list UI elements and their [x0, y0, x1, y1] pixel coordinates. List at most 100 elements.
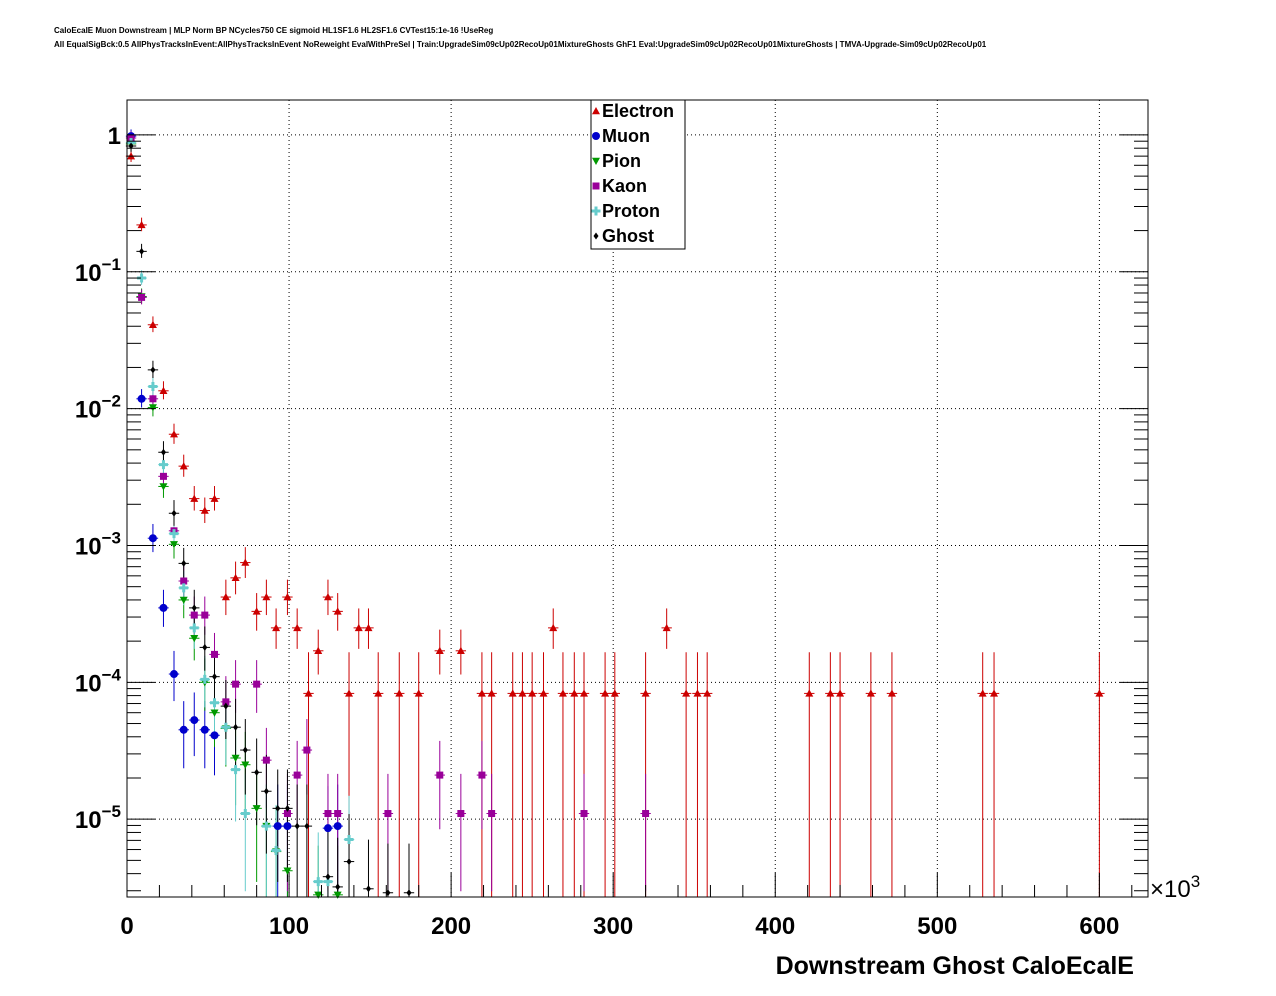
y-tick-label: 1 [108, 123, 121, 150]
electron-point [477, 689, 486, 697]
kaon-point [222, 698, 230, 706]
kaon-point [642, 810, 650, 818]
muon-point [273, 822, 282, 831]
ghost-point [346, 858, 352, 866]
legend-label-electron: Electron [602, 101, 674, 121]
kaon-point [159, 472, 167, 480]
electron-point [539, 689, 548, 697]
y-tick-label: 10−4 [75, 665, 122, 697]
electron-point [805, 689, 814, 697]
chart-title-line-2: All EqualSigBck:0.5 AllPhysTracksInEvent… [54, 40, 987, 49]
ghost-point [139, 247, 145, 255]
electron-point [200, 506, 209, 514]
electron-point [662, 623, 671, 632]
proton-point [200, 674, 210, 684]
kaon-point [283, 810, 291, 818]
ghost-point [365, 885, 371, 893]
electron-point [866, 689, 875, 697]
electron-point [364, 623, 373, 632]
legend-box [590, 99, 686, 250]
electron-point [345, 689, 354, 697]
pion-point [241, 761, 250, 769]
proton-point [231, 765, 241, 775]
ghost-point [284, 804, 290, 812]
ghost-point [275, 804, 281, 812]
kaon-point [138, 293, 146, 301]
electron-point [252, 607, 261, 615]
x-tick-label: 400 [755, 913, 795, 940]
ghost-point [202, 643, 208, 651]
legend-marker-pion [592, 157, 600, 165]
kaon-point [293, 771, 301, 779]
electron-point [601, 689, 610, 697]
pion-point [231, 754, 240, 762]
electron-point [148, 320, 157, 328]
kaon-point [211, 650, 219, 658]
chart-title-line-1: CaloEcalE Muon Downstream | MLP Norm BP … [54, 26, 494, 35]
x-tick-label: 200 [431, 913, 471, 940]
proton-point [210, 698, 220, 708]
proton-point [179, 583, 189, 593]
y-tick-label: 10−5 [75, 802, 121, 834]
electron-point [283, 593, 292, 601]
x-tick-label: 600 [1079, 913, 1119, 940]
ghost-point [325, 873, 331, 881]
electron-point [570, 689, 579, 697]
proton-point [169, 529, 179, 539]
kaon-point [488, 810, 496, 818]
ghost-point [181, 559, 187, 567]
electron-point [528, 689, 537, 697]
x-tick-label: 100 [269, 913, 309, 940]
muon-point [179, 725, 188, 734]
electron-point [978, 689, 987, 697]
electron-point [293, 623, 302, 632]
legend-marker-electron [592, 107, 600, 115]
electron-point [414, 689, 423, 697]
x-tick-labels: 0 100 200 300 400 500 600 [120, 913, 1119, 940]
proton-point [189, 623, 199, 633]
electron-point [137, 220, 146, 229]
electron-point [314, 646, 323, 654]
kaon-point [334, 810, 342, 818]
proton-point [158, 460, 168, 470]
legend-label-muon: Muon [602, 126, 650, 146]
x-multiplier-label: ×103 [1150, 872, 1200, 903]
kaon-point [201, 611, 209, 619]
kaon-point [253, 680, 261, 688]
ghost-point [223, 702, 229, 710]
legend-marker-kaon [592, 182, 600, 190]
pion-point [283, 867, 292, 875]
pion-point [169, 541, 178, 549]
electron-point [395, 689, 404, 697]
muon-point [159, 603, 168, 612]
kaon-point [457, 810, 465, 818]
proton-point [344, 835, 354, 845]
ghost-point [191, 604, 197, 612]
kaon-point [478, 771, 486, 779]
electron-point [179, 462, 188, 470]
kaon-point [149, 395, 157, 403]
muon-point [283, 822, 292, 831]
x-tick-label: 300 [593, 913, 633, 940]
x-tick-label: 0 [120, 913, 133, 940]
y-tick-label: 10−2 [75, 392, 121, 424]
electron-point [836, 689, 845, 697]
ghost-point [171, 509, 177, 517]
electron-point [323, 593, 332, 601]
pion-point [210, 709, 219, 717]
ghost-point [233, 723, 239, 731]
y-tick-label: 10−3 [75, 528, 121, 560]
muon-point [323, 824, 332, 833]
kaon-point [436, 771, 444, 779]
proton-point [148, 382, 158, 392]
ghost-point [406, 889, 412, 897]
legend-label-ghost: Ghost [602, 226, 654, 246]
legend: Electron Muon Pion Kaon Proton Ghost [590, 99, 686, 250]
proton-point [221, 722, 231, 732]
electron-point [518, 689, 527, 697]
muon-point [148, 534, 157, 543]
electron-point [333, 607, 342, 615]
proton-point [261, 821, 271, 831]
electron-point [231, 573, 240, 582]
